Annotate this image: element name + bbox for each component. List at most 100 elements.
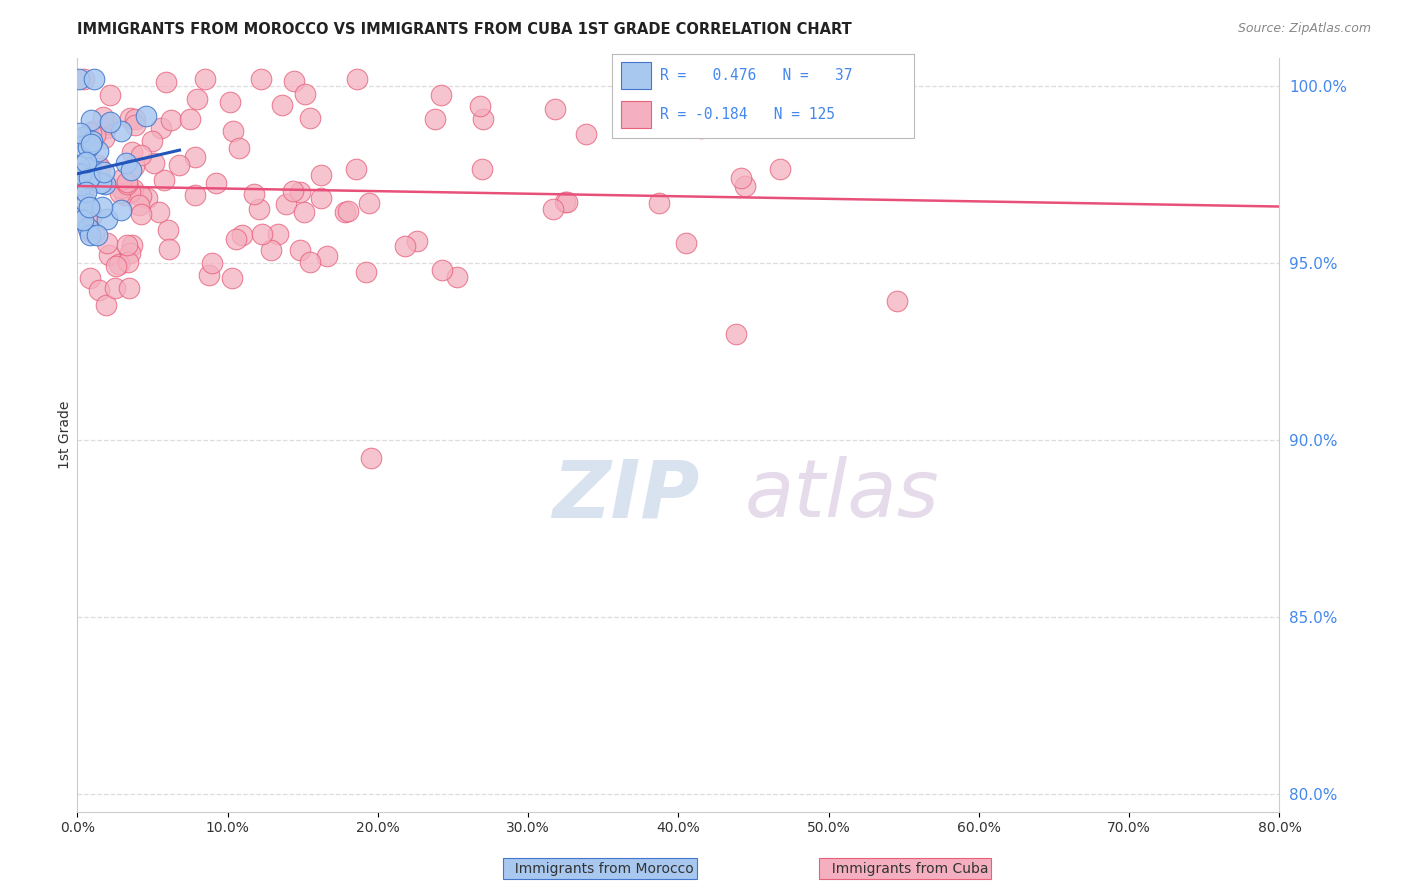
Point xyxy=(80,210,103,224)
Y-axis label: 1st Grade: 1st Grade xyxy=(58,401,72,469)
Point xyxy=(730,171,752,186)
Point xyxy=(79,227,101,242)
Point xyxy=(80,126,103,140)
Point xyxy=(114,156,136,170)
Point xyxy=(75,155,97,169)
Point xyxy=(110,181,132,195)
Point xyxy=(225,232,247,246)
Point xyxy=(70,167,93,181)
Point xyxy=(86,158,108,172)
Point xyxy=(135,191,157,205)
Point xyxy=(89,161,111,175)
Point xyxy=(231,227,253,242)
Point xyxy=(432,263,454,277)
FancyBboxPatch shape xyxy=(620,101,651,128)
Point xyxy=(84,128,107,142)
Point xyxy=(91,200,114,214)
Point xyxy=(141,134,163,148)
Point xyxy=(96,236,118,251)
Point xyxy=(98,248,121,262)
Text: atlas: atlas xyxy=(745,456,939,534)
Point xyxy=(73,72,96,87)
Point xyxy=(69,127,91,141)
Point xyxy=(80,113,103,128)
Point xyxy=(131,207,153,221)
Text: Immigrants from Morocco: Immigrants from Morocco xyxy=(506,862,695,876)
Point xyxy=(309,191,332,205)
Point xyxy=(121,238,143,252)
Point xyxy=(93,130,115,145)
Point xyxy=(69,172,91,186)
Point xyxy=(73,129,96,144)
Point xyxy=(769,162,792,177)
Point xyxy=(93,165,115,179)
Point xyxy=(294,87,316,102)
Point xyxy=(298,111,321,125)
Point xyxy=(394,238,416,252)
Point xyxy=(89,283,111,297)
Point xyxy=(89,176,111,190)
Point xyxy=(710,72,733,87)
Point xyxy=(104,280,127,294)
Point xyxy=(155,75,177,89)
Point xyxy=(184,150,207,164)
Point xyxy=(886,294,908,309)
Point xyxy=(120,112,142,126)
Point xyxy=(77,200,100,214)
Point xyxy=(75,196,97,211)
Point xyxy=(153,173,176,187)
Point xyxy=(725,326,748,341)
Point xyxy=(446,270,468,285)
Point xyxy=(198,268,221,282)
Point xyxy=(406,234,429,248)
Point xyxy=(179,112,201,126)
Point xyxy=(135,109,157,123)
Point xyxy=(80,134,103,148)
Point xyxy=(157,222,180,236)
Point xyxy=(117,255,139,269)
Point xyxy=(148,204,170,219)
Point xyxy=(471,162,494,177)
Point xyxy=(111,171,134,186)
Point xyxy=(115,237,138,252)
Point xyxy=(70,178,93,192)
Point xyxy=(82,124,104,138)
Point xyxy=(107,257,129,271)
Point xyxy=(120,163,142,178)
Point xyxy=(93,178,115,192)
Point xyxy=(67,186,90,201)
Point xyxy=(124,118,146,132)
Point xyxy=(128,198,150,212)
Point xyxy=(205,176,228,190)
Point xyxy=(260,244,283,258)
Point xyxy=(201,255,224,269)
Point xyxy=(97,117,120,131)
Point xyxy=(359,196,381,211)
Point xyxy=(124,112,146,126)
Point xyxy=(87,144,110,158)
Point xyxy=(108,186,131,200)
Point xyxy=(105,259,128,273)
Point xyxy=(121,145,143,159)
Point xyxy=(76,220,98,235)
Point xyxy=(309,168,332,182)
FancyBboxPatch shape xyxy=(620,62,651,89)
Point xyxy=(72,212,94,227)
Point xyxy=(336,203,359,218)
Text: ZIP: ZIP xyxy=(553,456,700,534)
Point xyxy=(73,182,96,196)
Point xyxy=(271,98,294,112)
Point xyxy=(149,120,172,135)
Point xyxy=(117,175,139,189)
Point xyxy=(243,187,266,202)
Point xyxy=(118,185,141,199)
Point xyxy=(468,99,491,113)
Point xyxy=(114,188,136,202)
Point xyxy=(118,281,141,295)
Text: R = -0.184   N = 125: R = -0.184 N = 125 xyxy=(659,107,835,122)
Point xyxy=(129,189,152,203)
Point xyxy=(67,211,90,225)
Point xyxy=(675,236,697,251)
Point xyxy=(77,171,100,186)
Point xyxy=(80,136,103,151)
